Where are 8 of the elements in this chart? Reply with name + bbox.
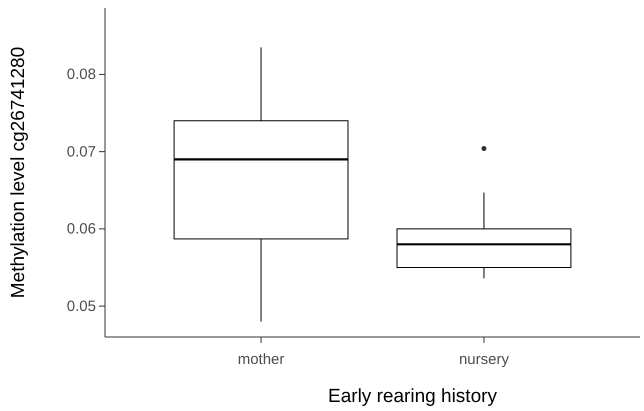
y-tick-label: 0.07 <box>66 143 96 160</box>
y-axis-title: Methylation level cg26741280 <box>8 46 29 298</box>
y-tick-label: 0.05 <box>66 298 96 315</box>
x-tick-label: mother <box>238 351 284 368</box>
y-tick-label: 0.06 <box>66 220 96 238</box>
x-tick-label: nursery <box>458 351 510 368</box>
y-tick-label: 0.08 <box>66 66 96 84</box>
x-axis-title: Early rearing history <box>328 386 498 407</box>
